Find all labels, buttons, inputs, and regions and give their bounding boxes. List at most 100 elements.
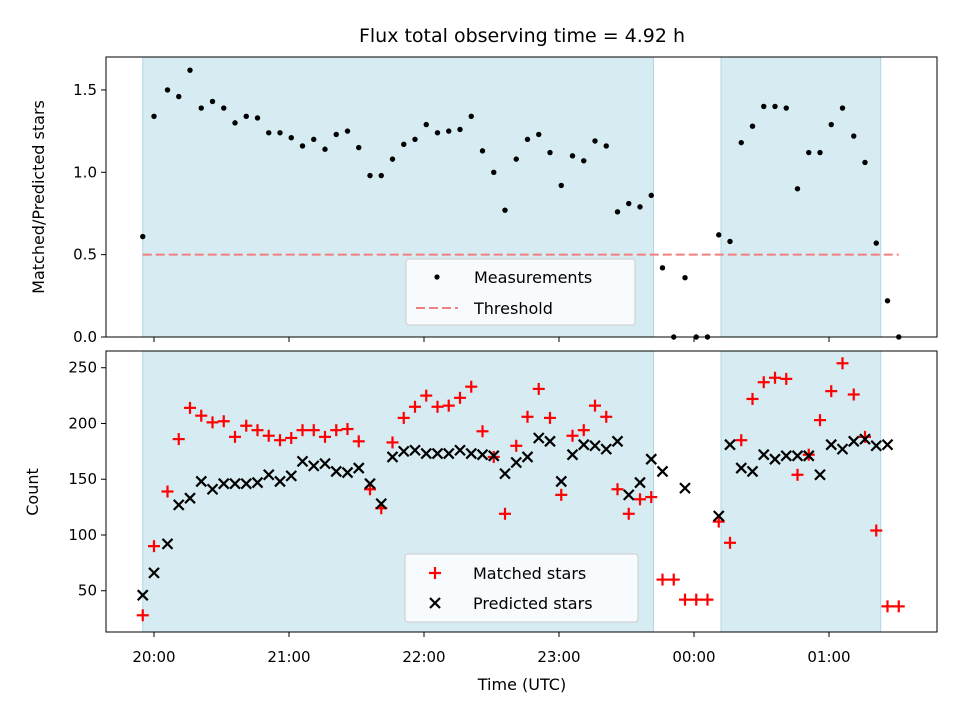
predicted-star-point <box>521 451 534 463</box>
matched-star-point <box>420 389 433 402</box>
predicted-star-point <box>735 462 748 474</box>
measurement-point <box>209 98 216 105</box>
measurements-legend-marker <box>434 274 440 280</box>
predicted-star-point <box>375 497 388 510</box>
matched-star-point <box>780 372 793 385</box>
matched-star-point <box>667 573 680 586</box>
measurement-point <box>479 148 486 154</box>
predicted-star-point <box>206 483 219 496</box>
matched-star-point <box>724 536 736 549</box>
predicted-star-point <box>397 445 410 458</box>
measurement-point <box>423 121 429 128</box>
y-tick-label: 150 <box>68 470 97 488</box>
predicted-star-point <box>454 444 466 457</box>
measurement-point <box>524 136 531 143</box>
matched-star-point <box>746 392 759 405</box>
measurement-point <box>569 153 576 159</box>
predicted-star-point <box>352 462 365 474</box>
measurement-point <box>176 93 182 100</box>
measurement-point <box>198 105 204 111</box>
matched-star-point <box>679 593 691 606</box>
measurement-point <box>367 172 373 179</box>
predicted-star-point <box>555 475 568 488</box>
matched-star-point <box>251 424 264 437</box>
predicted-star-point <box>148 567 160 579</box>
y-tick-label: 1.0 <box>73 163 97 181</box>
measurement-point <box>761 103 767 110</box>
predicted-star-point <box>431 447 444 460</box>
predicted-star-point <box>724 438 736 451</box>
top-ylabel: Matched/Predicted stars <box>29 100 48 294</box>
matched-star-point <box>589 399 601 412</box>
measurement-point <box>682 275 688 281</box>
predicted-star-point <box>679 482 691 494</box>
predicted-star-point <box>802 450 815 462</box>
bottom-x-axis: 20:00 21:00 22:00 23:00 00:00 01:00 <box>132 632 851 666</box>
predicted-star-point <box>589 440 601 452</box>
measurement-point <box>187 67 193 73</box>
predicted-star-point <box>184 492 196 504</box>
matched-star-point <box>622 507 635 520</box>
matched-star-point <box>555 488 568 501</box>
matched-star-point <box>566 429 579 442</box>
measurement-point <box>592 138 598 144</box>
x-tick-label: 20:00 <box>132 648 175 666</box>
matched-star-point <box>544 411 556 424</box>
matched-star-point <box>431 400 444 413</box>
matched-star-point <box>814 414 826 427</box>
predicted-star-point <box>566 448 579 461</box>
matched-star-point <box>386 436 399 449</box>
measurement-point <box>783 105 789 111</box>
measurement-point <box>603 143 609 149</box>
predicted-star-point <box>510 456 523 469</box>
legend-predicted-stars: Predicted stars <box>473 594 593 613</box>
x-tick-label: 00:00 <box>672 648 715 666</box>
measurement-point <box>558 182 564 189</box>
measurement-point <box>862 159 868 166</box>
measurement-point <box>716 232 722 238</box>
predicted-star-point <box>442 447 455 460</box>
matched-star-point <box>330 424 343 437</box>
top-shaded-intervals <box>142 56 882 338</box>
predicted-star-point <box>600 443 613 455</box>
measurement-point <box>659 265 666 271</box>
matched-star-point <box>836 357 849 370</box>
measurement-point <box>311 136 317 143</box>
measurement-point <box>254 115 261 121</box>
predicted-legend-marker <box>429 597 441 609</box>
predicted-star-point <box>262 468 275 481</box>
x-tick-label: 22:00 <box>402 648 445 666</box>
predicted-star-point <box>409 444 421 457</box>
matched-star-point <box>791 468 804 481</box>
top-x-ticks <box>153 337 830 342</box>
y-tick-label: 100 <box>68 526 97 544</box>
matched-star-point <box>611 483 624 496</box>
measurement-point <box>446 128 452 134</box>
matched-star-point <box>184 401 196 414</box>
measurement-point <box>727 238 733 245</box>
legend-measurements: Measurements <box>474 268 592 287</box>
measurement-point <box>333 131 339 138</box>
predicted-star-point <box>161 538 174 550</box>
predicted-star-point <box>172 499 185 511</box>
matched-star-point <box>645 491 658 504</box>
measurement-point <box>243 113 249 119</box>
measurement-point <box>299 143 306 149</box>
matched-star-point <box>757 376 770 389</box>
predicted-star-point <box>881 438 894 451</box>
matched-star-point <box>195 409 208 422</box>
measurement-point <box>626 200 632 207</box>
bottom-plot-frame <box>105 350 938 633</box>
matched-star-point <box>161 485 174 498</box>
matched-star-point <box>656 573 669 586</box>
measurement-point <box>839 105 846 111</box>
measurement-point <box>817 149 823 156</box>
top-y-axis: 0.0 0.5 1.0 1.5 <box>73 81 106 346</box>
matched-star-point <box>319 430 331 443</box>
predicted-star-point <box>634 476 646 489</box>
predicted-star-point <box>836 443 849 455</box>
matched-star-point <box>476 425 489 438</box>
measurement-point <box>457 126 463 133</box>
matched-star-point <box>274 434 286 447</box>
measurement-point <box>266 130 272 136</box>
